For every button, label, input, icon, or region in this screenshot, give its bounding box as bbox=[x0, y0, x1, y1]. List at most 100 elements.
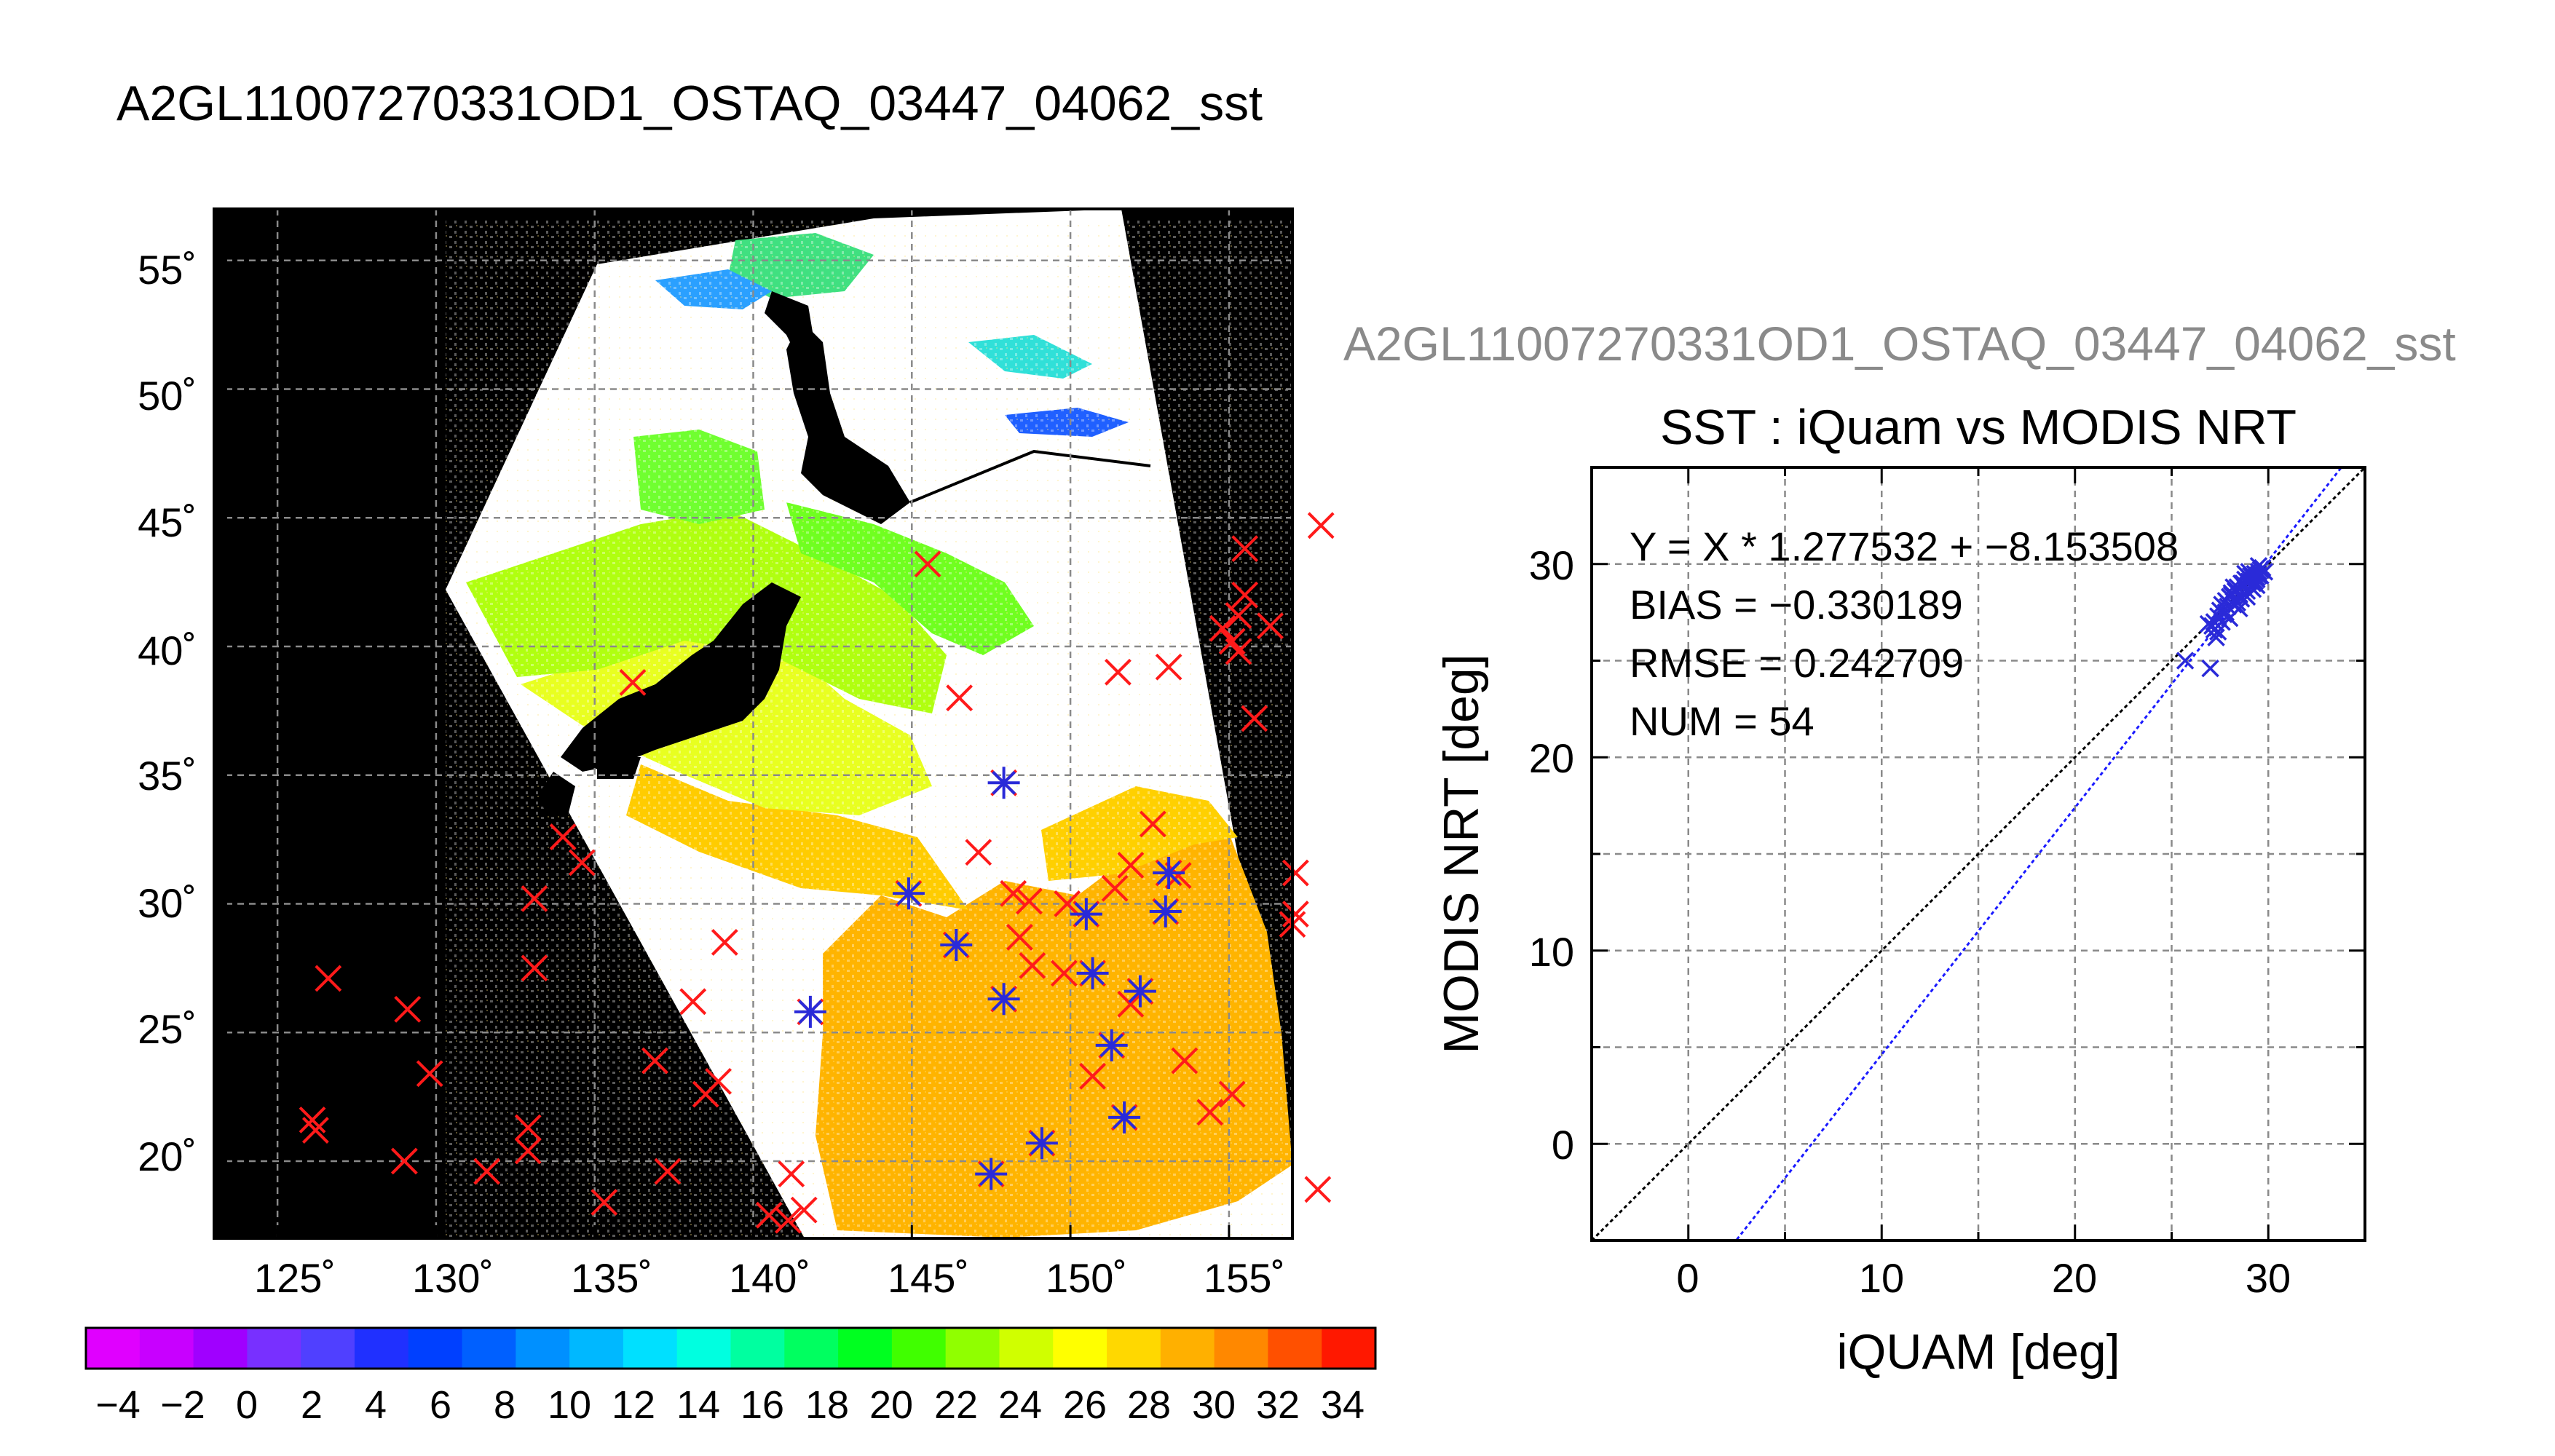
iquam-marker bbox=[1000, 879, 1027, 907]
kurile-trace bbox=[909, 449, 1151, 504]
scatter-point bbox=[2201, 659, 2219, 678]
lat-tick-labels: 55˚ 50˚ 45˚ 40˚ 35˚ 30˚ 25˚ 20˚ bbox=[138, 247, 197, 1179]
scatter-x-tick-labels: 0 10 20 30 bbox=[1676, 1255, 2291, 1301]
colorbar-tick-label: 28 bbox=[1127, 1383, 1171, 1427]
colorbar-tick-label: 4 bbox=[365, 1383, 387, 1427]
map-tick-marks bbox=[214, 259, 1231, 1238]
scatter-grid bbox=[1592, 467, 2365, 1241]
colorbar-tick-label: 0 bbox=[236, 1383, 258, 1427]
colorbar-cell bbox=[730, 1328, 785, 1369]
land-hokkaido bbox=[786, 320, 910, 524]
lat-tick-label: 40˚ bbox=[138, 628, 197, 673]
colorbar-cell bbox=[784, 1328, 839, 1369]
iquam-marker bbox=[301, 1117, 329, 1144]
y-tick-label: 30 bbox=[1529, 542, 1574, 588]
iquam-marker bbox=[591, 1189, 618, 1216]
iquam-marker bbox=[1050, 960, 1078, 987]
match-marker bbox=[1112, 1105, 1137, 1130]
iquam-marker bbox=[1101, 874, 1129, 902]
colorbar-tick-label: −4 bbox=[95, 1383, 141, 1427]
colorbar-tick-label: 14 bbox=[676, 1383, 720, 1427]
lon-tick-label: 135˚ bbox=[571, 1255, 652, 1301]
scatter-title: SST : iQuam vs MODIS NRT bbox=[1660, 400, 2297, 455]
scatter-y-tick-labels: 0 10 20 30 bbox=[1529, 542, 1574, 1168]
colorbar-cell bbox=[462, 1328, 516, 1369]
colorbar-cell bbox=[676, 1328, 731, 1369]
match-marker bbox=[1099, 1033, 1124, 1058]
sst-texture bbox=[446, 218, 1292, 1238]
colorbar-tick-label: 16 bbox=[741, 1383, 784, 1427]
scatter-point bbox=[2216, 603, 2235, 622]
iquam-marker bbox=[1225, 638, 1252, 665]
colorbar-tick-label: 26 bbox=[1063, 1383, 1107, 1427]
scatter-point bbox=[2240, 572, 2258, 590]
match-marker bbox=[896, 881, 921, 906]
iquam-marker bbox=[1155, 653, 1182, 681]
colorbar-cell bbox=[999, 1328, 1054, 1369]
iquam-marker bbox=[416, 1060, 443, 1088]
iquam-marker bbox=[1209, 614, 1236, 642]
lon-tick-label: 145˚ bbox=[888, 1255, 969, 1301]
colorbar-tick-label: 18 bbox=[805, 1383, 849, 1427]
iquam-marker bbox=[1241, 705, 1268, 732]
iquam-marker bbox=[778, 1160, 805, 1188]
iquam-marker bbox=[1139, 810, 1166, 838]
colorbar-tick-label: 6 bbox=[430, 1383, 451, 1427]
lon-tick-label: 140˚ bbox=[729, 1255, 810, 1301]
scatter-point bbox=[2234, 574, 2252, 593]
iquam-marker bbox=[549, 823, 577, 850]
colorbar-cells bbox=[86, 1328, 1376, 1369]
iquam-marker bbox=[755, 1201, 783, 1229]
iquam-marker bbox=[619, 669, 647, 696]
match-marker bbox=[798, 1000, 823, 1024]
iquam-marker bbox=[390, 1147, 418, 1175]
iquam-marker bbox=[1016, 887, 1043, 915]
scatter-point bbox=[2207, 628, 2225, 646]
colorbar-cell bbox=[1214, 1328, 1268, 1369]
lon-tick-label: 150˚ bbox=[1046, 1255, 1127, 1301]
lon-tick-label: 125˚ bbox=[254, 1255, 336, 1301]
match-markers bbox=[794, 767, 1185, 1190]
iquam-marker bbox=[914, 550, 941, 578]
scatter-title-repeat: A2GL11007270331OD1_OSTAQ_03447_04062_sst bbox=[1343, 317, 2456, 371]
colorbar-cell bbox=[247, 1328, 301, 1369]
colorbar-cell bbox=[891, 1328, 947, 1369]
lon-tick-label: 130˚ bbox=[412, 1255, 494, 1301]
colorbar-cell bbox=[139, 1328, 194, 1369]
lat-tick-label: 25˚ bbox=[138, 1006, 197, 1052]
lat-tick-label: 35˚ bbox=[138, 753, 197, 799]
x-tick-label: 10 bbox=[1859, 1255, 1904, 1301]
colorbar-cell bbox=[301, 1328, 355, 1369]
iquam-marker bbox=[679, 988, 707, 1016]
lon-tick-label: 155˚ bbox=[1204, 1255, 1285, 1301]
match-marker bbox=[992, 986, 1016, 1011]
iquam-marker bbox=[394, 995, 422, 1023]
iquam-marker bbox=[654, 1158, 682, 1185]
colorbar-tick-label: 34 bbox=[1321, 1383, 1365, 1427]
page-title: A2GL11007270331OD1_OSTAQ_03447_04062_sst bbox=[117, 76, 1263, 131]
scatter-point bbox=[2242, 578, 2260, 596]
iquam-marker bbox=[1304, 1176, 1332, 1203]
match-marker bbox=[1030, 1131, 1054, 1155]
iquam-marker bbox=[1196, 1099, 1224, 1126]
iquam-marker bbox=[1218, 628, 1246, 655]
land-shikoku bbox=[597, 757, 641, 779]
scatter-point bbox=[2255, 563, 2274, 581]
colorbar-cell bbox=[408, 1328, 463, 1369]
iquam-marker bbox=[1231, 581, 1259, 609]
iquam-marker bbox=[1105, 658, 1132, 686]
iquam-marker bbox=[1231, 535, 1259, 563]
land-kyushu bbox=[539, 772, 575, 815]
iquam-marker bbox=[946, 684, 974, 712]
colorbar-tick-label: 32 bbox=[1256, 1383, 1300, 1427]
scatter-tick-marks bbox=[1590, 466, 2366, 1242]
colorbar-cell bbox=[1268, 1328, 1322, 1369]
iquam-marker bbox=[1171, 1047, 1198, 1075]
colorbar-tick-label: 20 bbox=[869, 1383, 913, 1427]
iquam-marker bbox=[1117, 852, 1145, 879]
sst-map: 55˚ 50˚ 45˚ 40˚ 35˚ 30˚ 25˚ 20˚ 125˚ 130… bbox=[138, 207, 1335, 1301]
x-tick-label: 20 bbox=[2052, 1255, 2097, 1301]
iquam-marker bbox=[965, 839, 992, 866]
match-marker bbox=[979, 1162, 1003, 1187]
colorbar-cell bbox=[1107, 1328, 1161, 1369]
